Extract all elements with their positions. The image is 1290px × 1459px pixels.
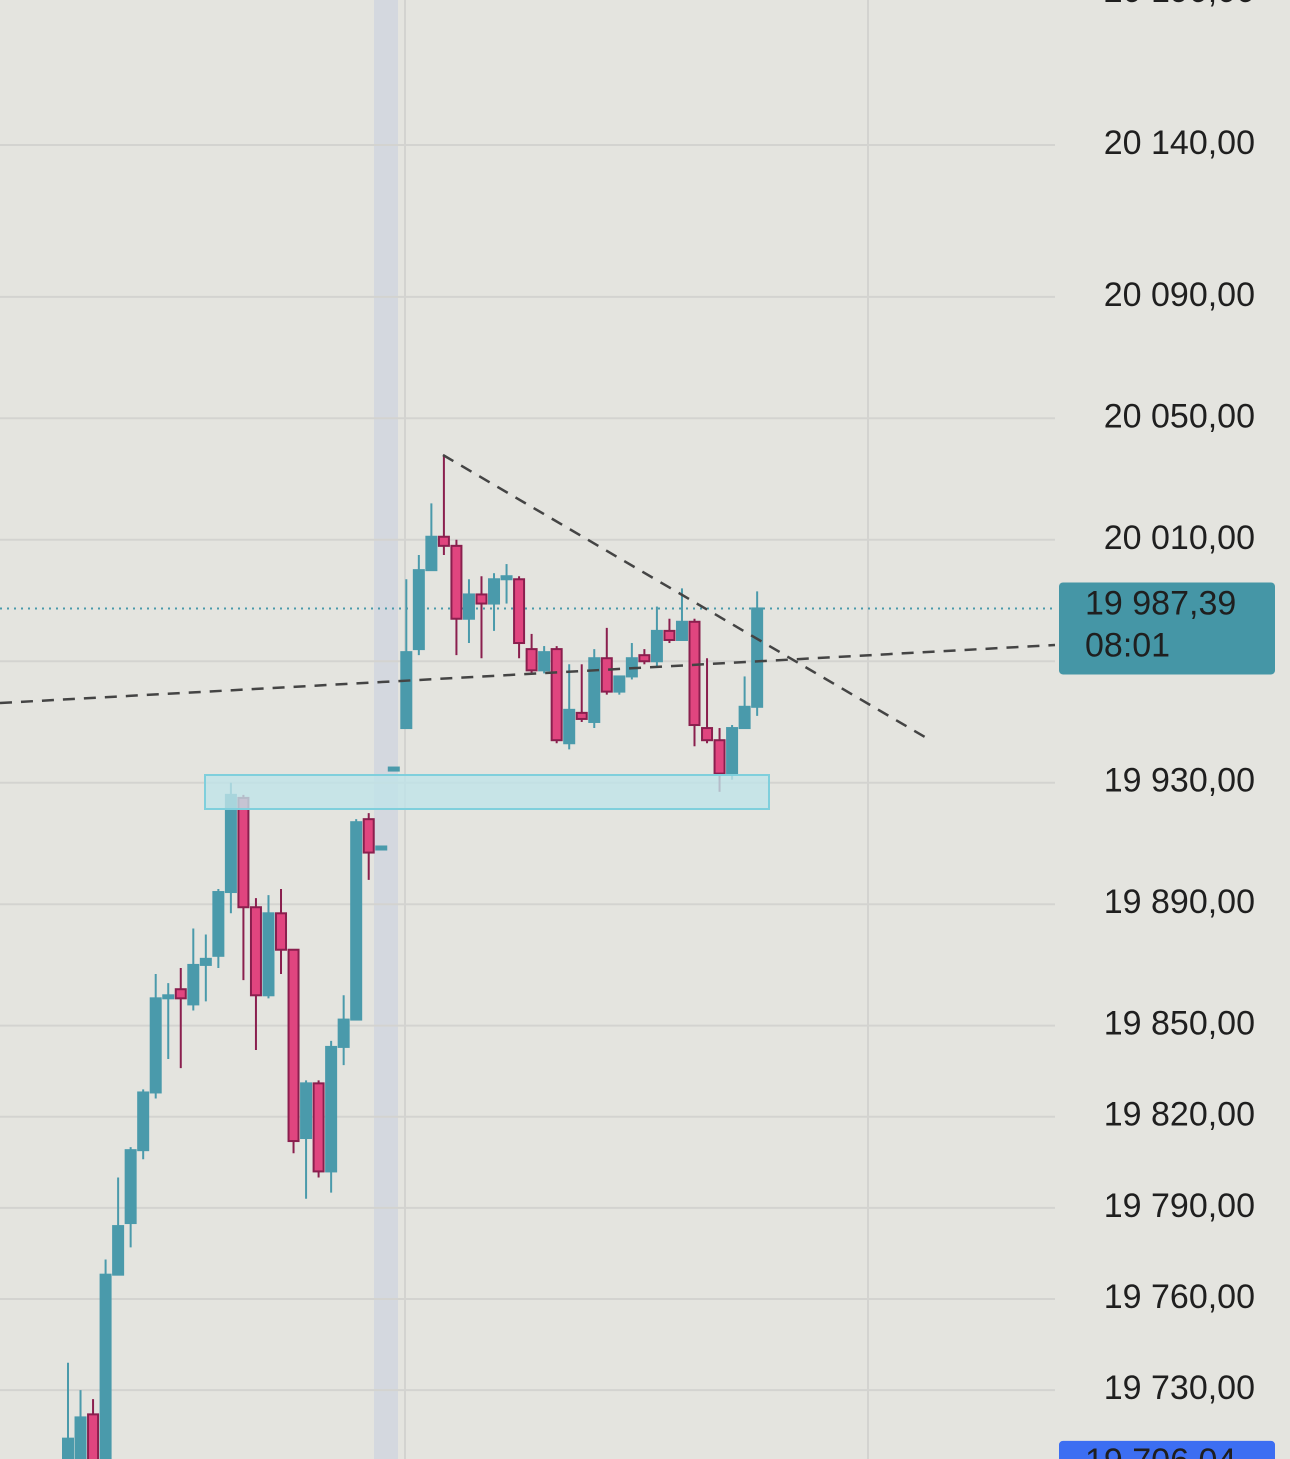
candle-body: [450, 544, 463, 620]
candle-body: [638, 654, 651, 663]
zone-rectangle: [204, 774, 770, 810]
candle-body: [650, 629, 663, 663]
candle-body: [425, 535, 438, 572]
last-price-tag: [1059, 582, 1275, 675]
candle-body: [112, 1225, 125, 1276]
candle-body: [325, 1045, 338, 1173]
candle-body: [162, 994, 175, 1000]
candle-body: [174, 988, 187, 1000]
candle-body: [575, 711, 588, 720]
candle-body: [249, 906, 262, 997]
y-tick-label: 20 090,00: [1104, 276, 1255, 314]
candle-body: [688, 620, 701, 727]
y-tick-label: 19 730,00: [1104, 1369, 1255, 1407]
y-tick-label: 19 890,00: [1104, 883, 1255, 921]
candle-body: [663, 629, 676, 641]
candle-body: [726, 727, 739, 775]
candle-body: [525, 648, 538, 672]
candle-body: [62, 1437, 74, 1459]
candle-body: [412, 569, 425, 651]
candle-body: [600, 657, 613, 693]
candle-body: [513, 578, 526, 645]
candle-body: [738, 705, 751, 730]
candle-body: [337, 1018, 350, 1048]
candle-body: [437, 535, 450, 547]
y-tick-label: 20 190,00: [1104, 0, 1255, 10]
candle-body: [751, 607, 764, 708]
grid: [0, 144, 1055, 1392]
trend-line: [442, 453, 931, 742]
background-layer: [374, 0, 869, 1459]
candle-body: [137, 1091, 150, 1152]
candle-body: [124, 1149, 137, 1225]
axis-labels: 20 190,00 20 140,00 20 090,00 20 050,00 20 0…: [1059, 0, 1275, 1459]
candle-body: [563, 708, 576, 745]
y-tick-label: 19 790,00: [1104, 1187, 1255, 1225]
session-highlight: [374, 0, 398, 1459]
candle-body: [488, 578, 501, 605]
candle-body: [375, 845, 388, 851]
candle-body: [588, 657, 601, 723]
candle-body: [475, 593, 488, 605]
candle-body: [400, 651, 413, 730]
y-tick-label: 20 140,00: [1104, 124, 1255, 162]
candle-body: [237, 796, 250, 909]
y-tick-label: 19 930,00: [1104, 762, 1255, 800]
candle-body: [74, 1416, 87, 1459]
candle-body: [312, 1082, 325, 1173]
candle-body: [387, 766, 400, 772]
candle-body: [675, 620, 688, 641]
candle-body: [500, 575, 513, 581]
drawings: [0, 453, 1056, 810]
candle-body: [262, 912, 275, 997]
candle-body: [350, 821, 363, 1021]
candle-body: [199, 957, 212, 966]
candle-body: [99, 1273, 112, 1459]
candle-body: [462, 593, 475, 620]
candle-body: [550, 648, 563, 742]
y-tick-label: 20 050,00: [1104, 397, 1255, 435]
candle-body: [212, 891, 225, 957]
candle-body: [87, 1413, 100, 1459]
candle-body: [701, 727, 714, 742]
last-price-label: 19 987,39: [1085, 584, 1236, 622]
candle-body: [187, 963, 200, 1006]
candles: [62, 454, 764, 1459]
trend-line: [0, 643, 1056, 705]
countdown-label: 08:01: [1085, 626, 1170, 664]
candle-body: [538, 651, 551, 672]
candle-body: [713, 739, 726, 775]
bottom-price-tag: [1059, 1440, 1275, 1459]
bottom-price-label: 19 706,04: [1085, 1442, 1236, 1459]
candle-body: [275, 912, 288, 951]
y-tick-label: 19 760,00: [1104, 1278, 1255, 1316]
candle-body: [613, 675, 626, 693]
y-tick-label: 19 850,00: [1104, 1005, 1255, 1043]
y-tick-label: 19 820,00: [1104, 1096, 1255, 1134]
candle-body: [149, 997, 162, 1094]
candle-body: [300, 1082, 313, 1140]
candle-body: [287, 948, 300, 1143]
y-tick-label: 20 010,00: [1104, 519, 1255, 557]
candle-body: [362, 818, 375, 854]
